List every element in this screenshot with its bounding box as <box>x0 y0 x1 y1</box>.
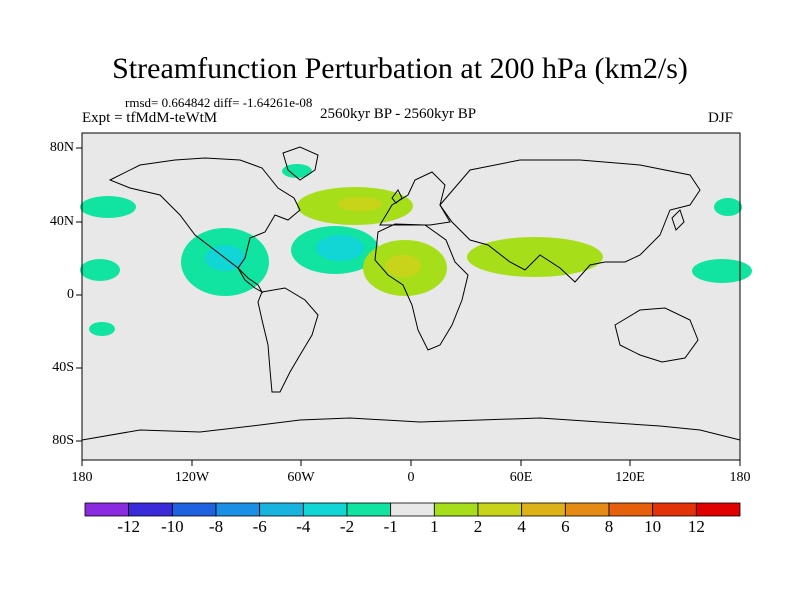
coast-british-isles <box>391 189 403 204</box>
colorbar-label: 2 <box>473 517 483 536</box>
colorbar <box>84 502 741 517</box>
lon-label-0: 0 <box>407 470 415 485</box>
colorbar-swatch <box>564 502 610 517</box>
anomaly-negative-west-pacific <box>692 259 752 283</box>
colorbar-swatch <box>346 502 392 517</box>
map-title: Streamfunction Perturbation at 200 hPa (… <box>112 52 688 85</box>
anomaly-fields <box>80 164 752 336</box>
colorbar-label: 4 <box>517 517 526 536</box>
lat-label-80s: 80S <box>52 433 74 448</box>
colorbar-swatch <box>433 502 479 517</box>
lon-label-60w: 60W <box>287 470 315 485</box>
lat-label-40n: 40N <box>49 214 74 229</box>
colorbar-label: -8 <box>208 517 224 536</box>
colorbar-swatch <box>128 502 173 517</box>
lon-label-120e: 120E <box>615 470 645 485</box>
anomaly-negative-north-pacific-east <box>714 198 742 216</box>
lon-label-180e: 180 <box>729 470 751 485</box>
colorbar-swatch <box>390 502 435 517</box>
lon-label-60e: 60E <box>509 470 533 485</box>
colorbar-label: 12 <box>687 517 705 536</box>
coast-japan <box>671 209 685 231</box>
colorbar-label: 8 <box>604 517 614 536</box>
colorbar-swatch <box>695 502 741 517</box>
colorbar-swatch <box>521 502 566 517</box>
colorbar-label: -4 <box>296 517 311 536</box>
coast-africa <box>374 223 469 351</box>
coast-antarctica <box>81 417 741 441</box>
coast-asia <box>439 159 701 283</box>
colorbar-swatch <box>259 502 304 517</box>
map-plot-area <box>82 133 740 460</box>
lon-label-120w: 120W <box>174 470 210 485</box>
anomaly-positive-africa-inner <box>385 255 421 277</box>
lat-label-80n: 80N <box>49 140 74 155</box>
coast-australia <box>614 307 699 363</box>
colorbar-swatch <box>171 502 217 517</box>
colorbar-swatch <box>215 502 261 517</box>
anomaly-positive-north-atlantic-inner <box>338 197 382 211</box>
coast-greenland <box>282 146 319 181</box>
anomaly-negative-atlantic-inner <box>316 235 364 261</box>
coast-north-america <box>108 157 301 269</box>
colorbar-label: -12 <box>117 517 140 536</box>
stats-text: rmsd= 0.664842 diff= -1.64261e-08 <box>125 95 313 110</box>
colorbar-label: -10 <box>160 517 184 536</box>
colorbar-label: -1 <box>383 517 398 536</box>
anomaly-positive-asia <box>467 237 603 277</box>
colorbar-swatch <box>302 502 348 517</box>
colorbar-label: -2 <box>339 517 355 536</box>
colorbar-swatch <box>477 502 523 517</box>
lat-label-0: 0 <box>67 287 74 302</box>
colorbar-label: -6 <box>252 517 267 536</box>
axis-ticks <box>76 147 741 466</box>
colorbar-label: 6 <box>561 517 570 536</box>
anomaly-negative-tropical-pacific <box>80 259 120 281</box>
colorbar-swatch <box>84 502 130 517</box>
anomaly-negative-north-pacific <box>80 196 136 218</box>
coastlines <box>81 146 741 441</box>
colorbar-label: 10 <box>644 517 662 536</box>
anomaly-negative-greenland <box>282 164 312 178</box>
coast-europe <box>379 171 451 226</box>
season-label: DJF <box>708 110 734 126</box>
lat-label-40s: 40S <box>52 360 74 375</box>
lon-label-180w: 180 <box>71 470 93 485</box>
period-label: 2560kyr BP - 2560kyr BP <box>320 106 477 122</box>
experiment-label: Expt = tfMdM-teWtM <box>82 110 218 126</box>
coast-south-america <box>257 287 319 393</box>
colorbar-label: 1 <box>430 517 439 536</box>
colorbar-swatch <box>608 502 654 517</box>
colorbar-swatch <box>652 502 697 517</box>
anomaly-negative-south-pacific <box>89 322 115 336</box>
